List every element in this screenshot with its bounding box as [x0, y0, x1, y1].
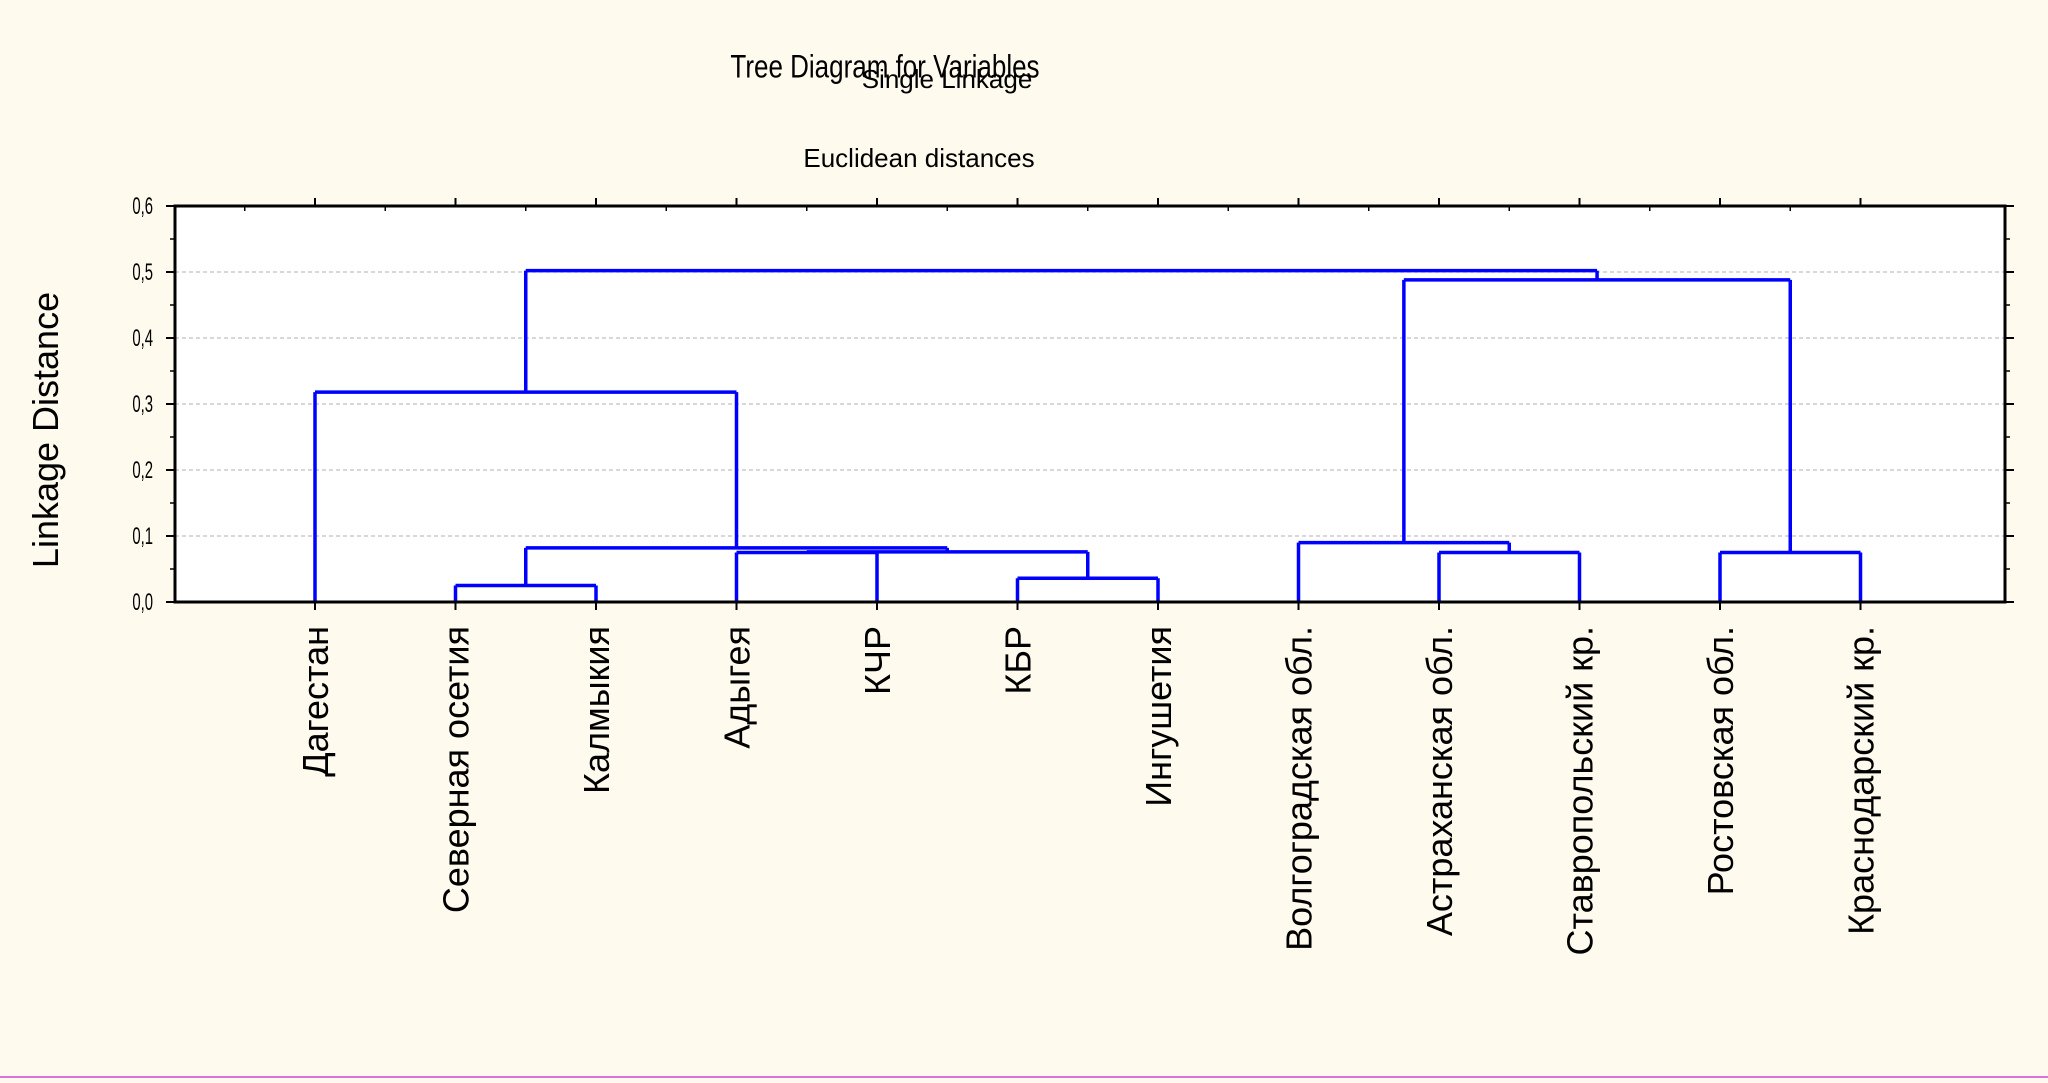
x-category-label: Северная осетия: [436, 626, 477, 913]
chart-title: Tree Diagram for Variables: [730, 49, 1039, 85]
x-category-label: Краснодарский кр.: [1841, 626, 1882, 935]
y-tick-label: 0,4: [132, 326, 153, 352]
x-category-label: Астраханская обл.: [1419, 626, 1460, 936]
y-tick-label: 0,1: [132, 524, 153, 550]
bottom-border: [0, 1076, 2048, 1078]
chart-subtitle: Single Linkage: [862, 64, 1033, 94]
y-axis-title: Linkage Distance: [25, 292, 66, 568]
x-category-label: Калмыкия: [576, 626, 617, 794]
x-category-label: Ростовская обл.: [1700, 626, 1741, 895]
x-category-label: Дагестан: [295, 626, 336, 777]
y-tick-label: 0,2: [132, 458, 153, 484]
x-category-label: КБР: [998, 626, 1039, 695]
x-category-label: Волгоградская обл.: [1279, 626, 1320, 951]
x-category-label: Адыгея: [717, 626, 758, 749]
y-tick-label: 0,0: [132, 590, 153, 616]
plot-area: 0,0 0,1 0,2 0,3 0,4 0,5 0,6 Дагестан Северная ос…: [132, 194, 2014, 956]
chart-subtitle2: Euclidean distances: [803, 143, 1034, 173]
y-tick-label: 0,5: [132, 260, 153, 286]
y-tick-label: 0,6: [132, 194, 153, 220]
x-category-label: Ингушетия: [1138, 626, 1179, 807]
x-category-label: КЧР: [857, 626, 898, 695]
plot-frame: [173, 204, 2007, 604]
x-category-label: Ставропольский кр.: [1560, 626, 1601, 956]
y-tick-label: 0,3: [132, 392, 153, 418]
